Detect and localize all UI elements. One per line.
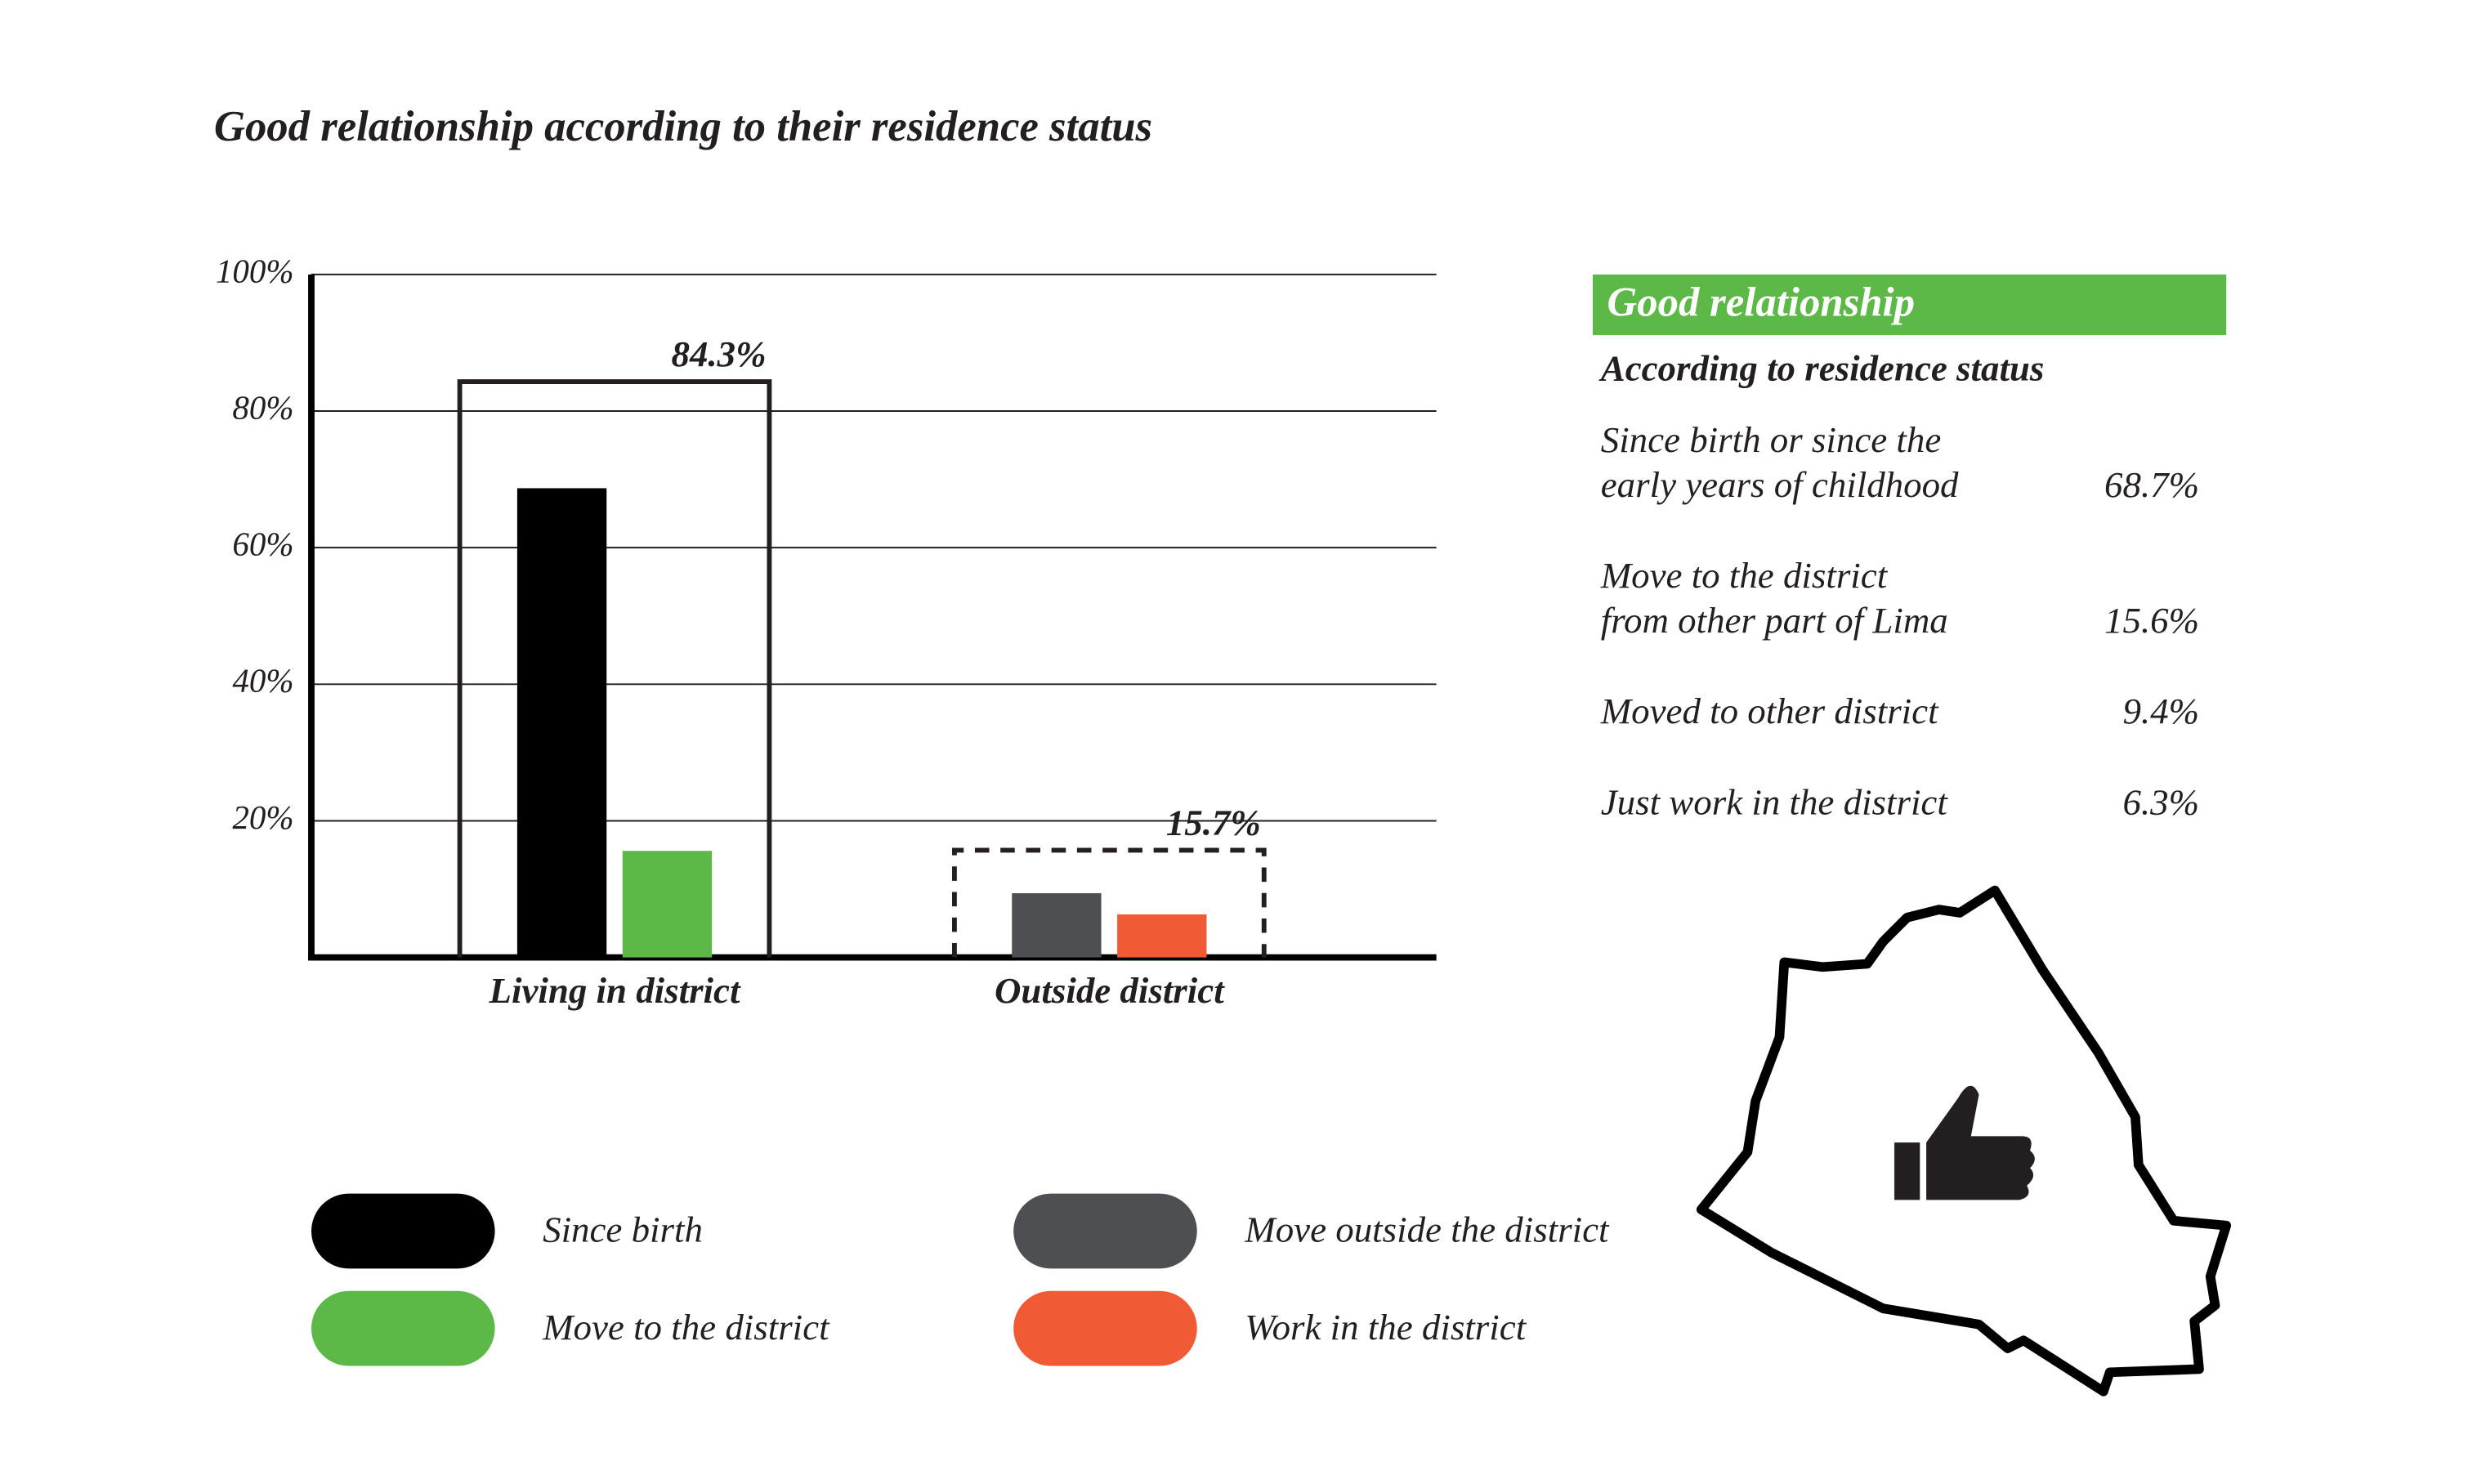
legend-label: Work in the district (1245, 1307, 1527, 1348)
district-map (1696, 885, 2232, 1397)
panel-row-value: 68.7% (2104, 464, 2199, 505)
legend-label: Move to the district (542, 1307, 830, 1348)
x-tick-label: Living in district (489, 970, 741, 1011)
y-tick-label: 100% (216, 252, 294, 289)
bar (516, 488, 607, 958)
panel-subtitle: According to residence status (1598, 347, 2045, 388)
panel-row-value: 6.3% (2122, 781, 2199, 822)
total-label: 15.7% (1166, 802, 1261, 843)
chart-title: Good relationship according to their res… (214, 103, 1152, 150)
total-box (457, 379, 772, 958)
legend-label: Move outside the district (1244, 1209, 1610, 1250)
y-tick-label: 20% (232, 798, 293, 836)
legend-swatch (1013, 1193, 1197, 1269)
panel-row-label: early years of childhood (1601, 464, 1959, 505)
panel-row-value: 9.4% (2122, 691, 2199, 731)
y-tick-label: 80% (232, 388, 293, 426)
legend-swatch (1013, 1290, 1197, 1366)
panel-header (1592, 274, 2227, 336)
panel-row-label: Just work in the district (1601, 781, 1949, 822)
legend-swatch (311, 1193, 495, 1269)
panel-row-value: 15.6% (2104, 600, 2199, 641)
total-label: 84.3% (672, 333, 767, 374)
panel-row-label: from other part of Lima (1601, 600, 1948, 641)
panel-row-label: Moved to other district (1600, 691, 1939, 731)
panel-title: Good relationship (1607, 279, 1915, 325)
total-box (951, 847, 1267, 958)
x-tick-label: Outside district (995, 970, 1225, 1011)
bar (622, 851, 713, 958)
y-tick-label: 40% (232, 662, 293, 700)
legend-label: Since birth (543, 1209, 703, 1250)
y-tick-label: 60% (232, 525, 293, 563)
legend-swatch (311, 1290, 495, 1366)
panel-row-label: Move to the district (1600, 555, 1889, 596)
bar (1117, 914, 1207, 958)
bar (1012, 893, 1102, 958)
panel-row-label: Since birth or since the (1601, 419, 1942, 460)
